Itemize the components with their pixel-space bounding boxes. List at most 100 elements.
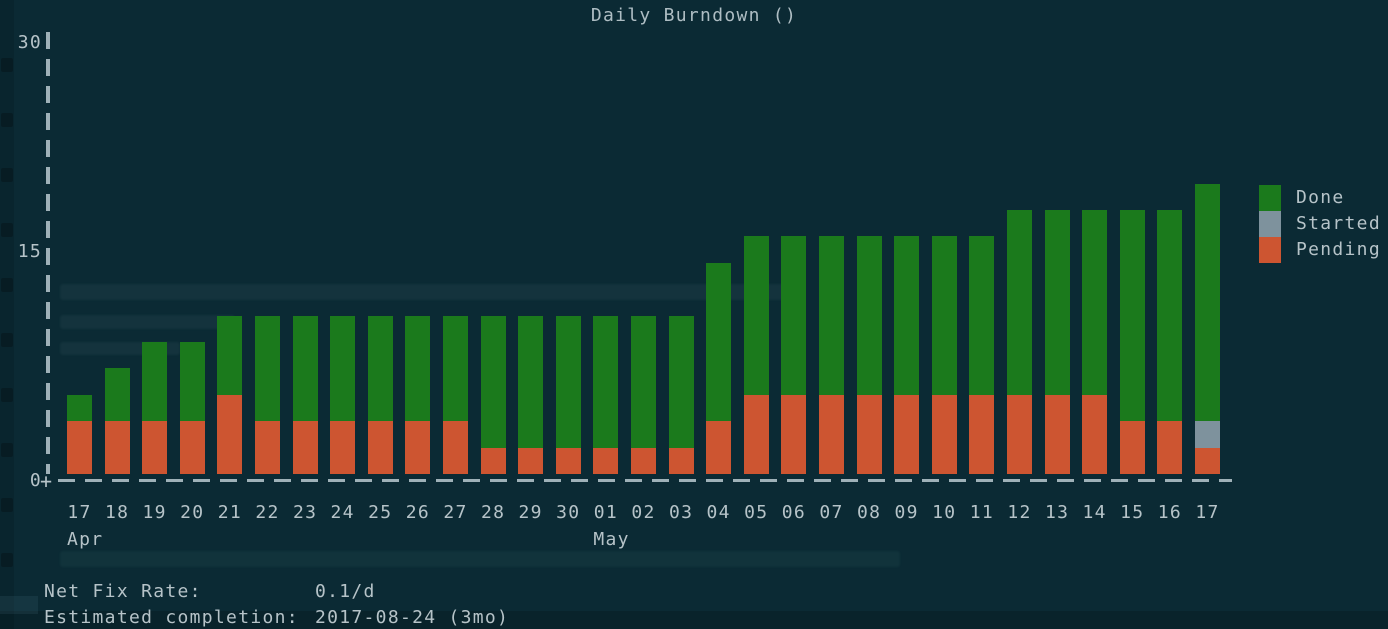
month-label: May	[593, 529, 630, 550]
x-tick-label: 09	[894, 502, 919, 523]
axis-origin-plus: +	[40, 469, 54, 493]
bar-segment-done	[819, 236, 844, 395]
bar-segment-done	[781, 236, 807, 395]
x-tick-label: 11	[969, 502, 995, 523]
bar-segment-pending	[405, 421, 431, 474]
x-tick-label: 12	[1007, 502, 1032, 523]
y-tick-label: 0	[29, 470, 42, 491]
bar-segment-pending	[255, 421, 280, 474]
bar-segment-done	[931, 236, 957, 395]
x-tick-label: 24	[330, 502, 355, 523]
terminal-edge-blob	[1, 333, 13, 347]
bar-segment-pending	[1195, 447, 1220, 474]
bar-segment-done	[292, 315, 318, 422]
x-tick-label: 10	[932, 502, 957, 523]
bar-segment-done	[518, 315, 544, 448]
terminal-corner-artifact	[0, 596, 38, 614]
bar-segment-pending	[631, 447, 656, 474]
x-tick-label: 28	[480, 502, 506, 523]
net-fix-rate-label: Net Fix Rate:	[44, 581, 202, 602]
bar-segment-done	[405, 315, 431, 422]
terminal-edge-blob	[1, 553, 13, 567]
ghost-text-line	[60, 284, 790, 300]
bar-segment-done	[179, 342, 205, 422]
bar-segment-done	[894, 236, 920, 395]
bar-segment-pending	[330, 421, 356, 474]
terminal-bottom-band	[0, 611, 1388, 629]
bar-segment-done	[217, 315, 243, 395]
x-tick-label: 25	[368, 502, 393, 523]
x-tick-label: 18	[104, 502, 130, 523]
legend-label-pending: Pending	[1296, 239, 1381, 260]
x-tick-label: 07	[819, 502, 844, 523]
bar-segment-pending	[894, 394, 920, 474]
bar-segment-done	[367, 315, 393, 422]
net-fix-rate-value: 0.1/d	[315, 581, 376, 602]
x-tick-label: 30	[556, 502, 581, 523]
bar-segment-done	[255, 315, 280, 422]
bar-segment-done	[1157, 210, 1183, 422]
bar-segment-pending	[518, 447, 544, 474]
y-tick-label: 30	[17, 32, 42, 53]
x-tick-label: 17	[67, 502, 92, 523]
bar-segment-pending	[443, 421, 468, 474]
terminal-edge-blob	[1, 498, 13, 512]
bar-segment-done	[1082, 210, 1108, 395]
terminal-edge-blob	[1, 113, 13, 127]
bar-segment-done	[593, 315, 619, 448]
x-tick-label: 01	[593, 502, 619, 523]
x-tick-label: 21	[217, 502, 243, 523]
x-tick-label: 14	[1082, 502, 1107, 523]
x-tick-label: 23	[292, 502, 318, 523]
bar-segment-pending	[555, 447, 581, 474]
x-tick-label: 27	[443, 502, 468, 523]
terminal-edge-blob	[1, 58, 13, 72]
bar-segment-pending	[1119, 421, 1145, 474]
bar-segment-done	[443, 315, 468, 422]
legend-swatch-pending	[1259, 237, 1281, 263]
x-tick-label: 19	[142, 502, 167, 523]
bar-segment-started	[1195, 421, 1220, 448]
bar-segment-done	[668, 315, 694, 448]
bar-segment-pending	[179, 421, 205, 474]
bar-segment-done	[856, 236, 882, 395]
x-tick-label: 29	[518, 502, 543, 523]
terminal-edge-blob	[1, 168, 13, 182]
bar-segment-pending	[743, 394, 769, 474]
chart-title: Daily Burndown ()	[590, 5, 798, 26]
estimated-completion-value: 2017-08-24 (3mo)	[315, 607, 510, 628]
x-tick-label: 26	[405, 502, 431, 523]
y-tick-label: 15	[17, 241, 42, 262]
bar-segment-pending	[668, 447, 694, 474]
x-tick-label: 05	[744, 502, 769, 523]
bar-segment-done	[555, 315, 581, 448]
x-tick-label: 08	[856, 502, 882, 523]
bar-segment-done	[330, 315, 356, 422]
bar-segment-done	[1044, 210, 1070, 395]
bar-segment-pending	[931, 394, 957, 474]
ghost-text-line	[60, 315, 235, 329]
terminal-edge-blob	[1, 443, 13, 457]
bar-segment-done	[631, 315, 656, 448]
bar-segment-pending	[367, 421, 393, 474]
x-tick-label: 02	[631, 502, 656, 523]
x-tick-label: 15	[1120, 502, 1145, 523]
bar-segment-done	[1195, 183, 1220, 422]
x-axis-line	[58, 479, 1232, 482]
bar-segment-pending	[1157, 421, 1183, 474]
x-tick-label: 06	[781, 502, 807, 523]
bar-segment-pending	[969, 394, 995, 474]
terminal-edge-blob	[1, 278, 13, 292]
bar-segment-pending	[706, 421, 732, 474]
x-tick-label: 13	[1044, 502, 1070, 523]
bar-segment-done	[706, 262, 732, 422]
bar-segment-pending	[1007, 394, 1032, 474]
ghost-text-line	[60, 551, 900, 567]
terminal-edge-blob	[1, 223, 13, 237]
bar-segment-pending	[781, 394, 807, 474]
bar-segment-pending	[480, 447, 506, 474]
terminal-edge-blob	[1, 388, 13, 402]
legend-swatch-done	[1259, 185, 1281, 211]
bar-segment-done	[142, 342, 168, 422]
